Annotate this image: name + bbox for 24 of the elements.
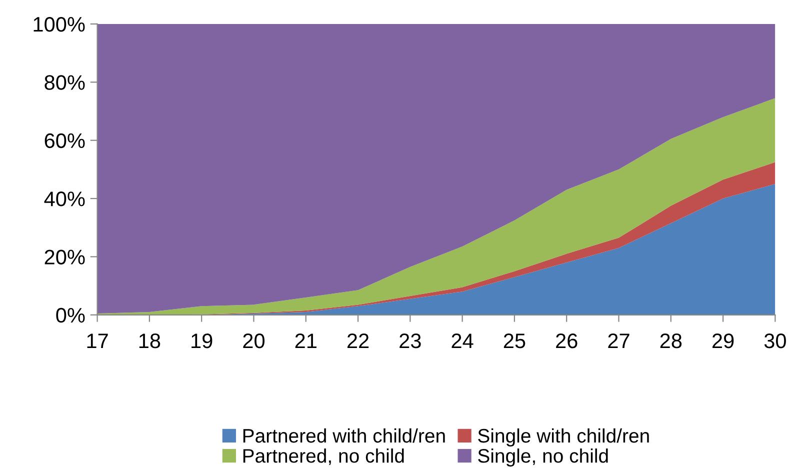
x-tick-label: 25	[504, 334, 526, 348]
y-tick-label: 40%	[44, 192, 85, 206]
legend-label: Partnered, no child	[243, 448, 404, 466]
y-tick-label: 100%	[34, 16, 85, 32]
x-tick-label: 22	[347, 334, 369, 348]
y-tick-label: 80%	[44, 75, 85, 90]
x-tick-label: 24	[452, 334, 474, 348]
legend-label: Single with child/ren	[478, 428, 649, 447]
x-tick-label: 29	[712, 334, 734, 348]
x-tick-label: 18	[139, 334, 160, 348]
y-tick-label: 20%	[44, 250, 85, 264]
x-tick-label: 23	[400, 334, 421, 348]
y-tick-label: 60%	[44, 133, 85, 148]
x-tick-label: 21	[295, 334, 316, 348]
x-tick-label: 28	[660, 334, 682, 348]
x-tick-label: 27	[608, 334, 630, 348]
x-tick-label: 26	[556, 334, 578, 348]
legend-label: Partnered with child/ren	[243, 428, 445, 443]
legend-label: Single, no child	[478, 448, 608, 467]
x-tick-label: 30	[764, 334, 786, 348]
y-tick-label: 0%	[56, 308, 85, 323]
x-tick-label: 17	[87, 334, 108, 348]
x-tick-label: 19	[192, 334, 212, 348]
x-tick-label: 20	[243, 334, 264, 348]
